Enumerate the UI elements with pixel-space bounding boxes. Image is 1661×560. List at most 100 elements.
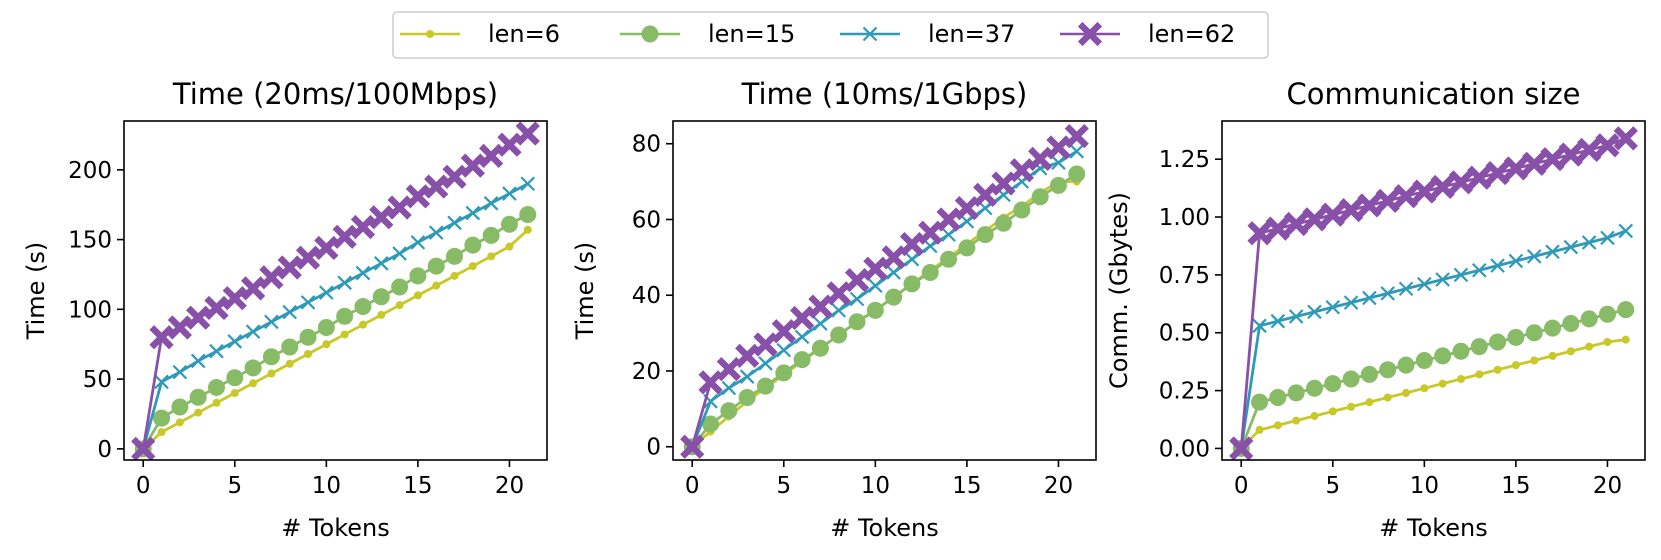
data-point [1013, 201, 1031, 219]
data-point [844, 267, 870, 293]
data-point [319, 285, 334, 300]
data-point [300, 295, 316, 310]
data-point [226, 369, 244, 387]
legend-item: len=15 [620, 20, 795, 48]
data-point [505, 242, 514, 251]
data-point [1307, 304, 1322, 320]
data-point [1252, 318, 1267, 334]
data-point [442, 164, 467, 189]
data-point [1265, 216, 1290, 241]
x-tick-label: 5 [776, 473, 791, 499]
legend-label: len=6 [488, 20, 560, 48]
x-tick-label: 0 [1234, 473, 1249, 499]
y-tick-label: 1.00 [1159, 205, 1210, 231]
data-point [1339, 197, 1364, 223]
data-point [680, 434, 705, 459]
series-len=15 [683, 165, 1086, 456]
legend-label: len=37 [928, 20, 1015, 48]
data-point [775, 364, 793, 382]
data-point [1435, 272, 1450, 287]
data-point [1402, 388, 1411, 397]
x-tick-label: 15 [403, 473, 432, 499]
y-tick-label: 0.50 [1159, 321, 1210, 347]
data-point [222, 286, 247, 311]
data-point [1508, 253, 1524, 269]
data-point [1522, 151, 1547, 176]
data-point [1545, 244, 1560, 260]
data-point [1563, 239, 1579, 255]
x-tick-label: 20 [1044, 473, 1073, 499]
data-point [1347, 402, 1356, 411]
data-point [1475, 370, 1484, 379]
x-tick-label: 10 [312, 473, 341, 499]
data-point [487, 252, 496, 261]
series-len=6 [139, 225, 532, 453]
data-point [826, 281, 851, 306]
data-point [1383, 393, 1392, 402]
data-point [1064, 124, 1089, 149]
data-point [1453, 267, 1469, 283]
y-tick-label: 150 [68, 228, 112, 254]
chart-panel-2: Time (10ms/1Gbps) 0 5 10 15 20 0 20 40 60 80 # Toke… [571, 77, 1097, 542]
data-point [1342, 370, 1360, 388]
data-point [405, 184, 430, 209]
data-point [340, 330, 349, 339]
data-point [720, 402, 738, 420]
data-point [1566, 347, 1575, 356]
x-tick-label: 0 [685, 473, 700, 499]
data-point [1511, 361, 1520, 370]
data-point [702, 415, 720, 433]
series-line [142, 228, 529, 450]
data-point [154, 374, 169, 390]
data-point [354, 298, 372, 316]
data-point [502, 186, 517, 201]
data-point [1051, 155, 1066, 170]
data-point [721, 380, 737, 396]
y-tick-label: 50 [83, 367, 112, 393]
data-point [1472, 262, 1487, 278]
data-point [447, 215, 462, 231]
x-tick-label: 20 [495, 473, 524, 499]
data-point [1365, 398, 1374, 407]
data-point [212, 398, 221, 407]
x-tick-label: 20 [1593, 473, 1622, 499]
data-point [372, 288, 390, 306]
x-axis-label: # Tokens [281, 514, 390, 542]
data-point [172, 364, 188, 380]
data-point [1618, 223, 1634, 239]
y-tick-label: 20 [632, 359, 661, 385]
data-point [1357, 193, 1382, 218]
data-point [446, 247, 464, 265]
data-point [1621, 335, 1630, 344]
legend-label: len=62 [1148, 20, 1235, 48]
chart-panel-3: Communication size 0 5 10 15 20 0.00 0.25 0.50 0.… [1105, 77, 1646, 542]
data-point [1598, 305, 1616, 323]
data-point [1288, 309, 1304, 324]
series-line [1239, 308, 1627, 449]
plot-area [131, 121, 540, 461]
data-point [497, 132, 522, 157]
data-point [1229, 436, 1254, 461]
y-axis-label: Time (s) [22, 242, 50, 341]
data-point [813, 316, 828, 331]
y-tick-label: 0.75 [1159, 263, 1210, 289]
data-point [241, 276, 266, 301]
data-point [186, 305, 211, 330]
data-point [758, 356, 773, 371]
data-point [295, 245, 321, 270]
data-point [244, 359, 262, 377]
data-point [830, 326, 848, 344]
data-point [337, 275, 352, 291]
x-tick-label: 5 [1325, 473, 1340, 499]
data-point [189, 388, 207, 406]
data-point [450, 271, 459, 280]
x-tick-label: 15 [1501, 473, 1530, 499]
x-tick-label: 0 [136, 473, 151, 499]
data-point [1068, 165, 1086, 183]
data-point [1558, 142, 1583, 167]
data-point [936, 207, 961, 232]
data-point [1324, 375, 1342, 393]
data-point [285, 359, 294, 368]
series-len=62 [131, 121, 540, 461]
legend-item: len=62 [1060, 20, 1235, 48]
